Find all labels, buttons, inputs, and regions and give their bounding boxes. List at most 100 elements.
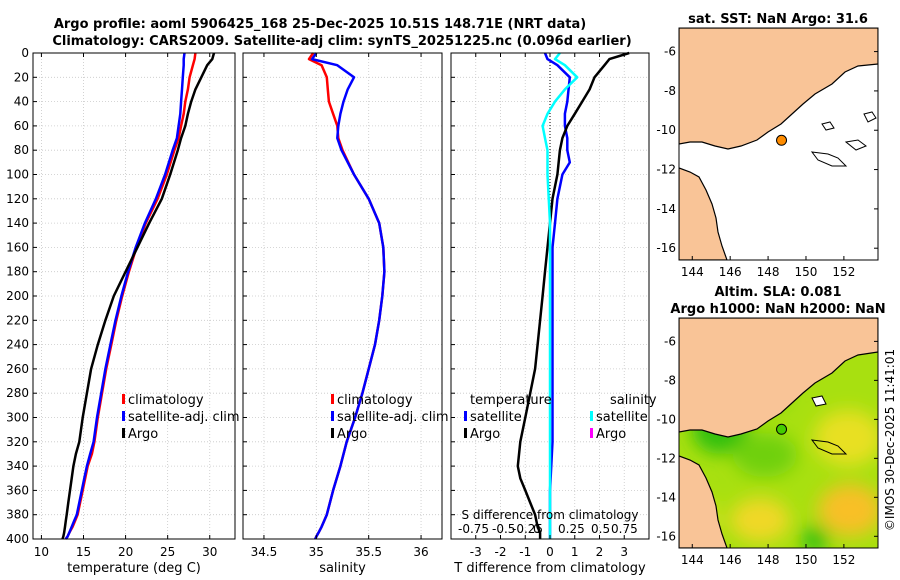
salinity-legend-label: Argo <box>337 427 367 442</box>
salinity-xtick-label: 36 <box>413 545 428 559</box>
sla-map-island-a <box>810 439 848 455</box>
legend-temperature-swatch <box>464 428 467 438</box>
sst-map-land-australia <box>679 167 728 260</box>
sst-map-xtick-label: 152 <box>832 265 855 279</box>
temperature-xtick-label: 10 <box>34 545 49 559</box>
difference-series-salinity-satellite <box>541 52 579 539</box>
salinity-legend-label: satellite-adj. clim <box>337 410 449 425</box>
sst-map-title: sat. SST: NaN Argo: 31.6 <box>688 12 868 27</box>
temperature-legend-label: Argo <box>128 427 158 442</box>
sla-map-ytick-label: -14 <box>656 490 676 504</box>
salinity-legend-swatch <box>331 411 334 421</box>
sst-map-frame <box>678 27 879 261</box>
sla-argo-location-marker <box>776 423 788 435</box>
sla-map-xtick-label: 146 <box>719 553 742 567</box>
salinity-xlabel: salinity <box>319 561 366 576</box>
sla-map-xtick-label: 144 <box>681 553 704 567</box>
sst-map-island-c <box>863 111 877 123</box>
sst-map-ytick-label: -14 <box>656 202 676 216</box>
difference-series-argo <box>516 51 630 539</box>
s-axis-tick-label: -0.25 <box>512 522 543 536</box>
salinity-legend-swatch <box>331 428 334 438</box>
depth-tick-label: 360 <box>6 483 29 497</box>
salinity-series-climatology <box>307 52 386 540</box>
sst-map: sat. SST: NaN Argo: 31.6 144 146 148 150 152… <box>656 12 879 279</box>
s-axis-label: S difference from climatology <box>462 508 639 522</box>
sst-map-xtick-label: 144 <box>681 265 704 279</box>
s-axis-ticks: -0.75 -0.5-0.250 0.25 0.50.75 <box>458 522 638 536</box>
sst-argo-location-marker <box>776 134 788 146</box>
depth-tick-label: 160 <box>6 240 29 254</box>
sla-map-frame <box>678 317 879 549</box>
depth-tick-label: 340 <box>6 459 29 473</box>
depth-tick-label: 320 <box>6 435 29 449</box>
legend-salinity-label: Argo <box>596 427 626 442</box>
depth-tick-label: 80 <box>14 143 29 157</box>
legend-temperature-label: satellite <box>470 410 522 425</box>
sla-map-land-new-guinea <box>679 318 878 438</box>
sst-map-ytick-label: -8 <box>664 84 676 98</box>
sst-map-xtick-label: 146 <box>719 265 742 279</box>
temperature-legend-swatch <box>122 428 125 438</box>
sla-map: Altim. SLA: 0.081 Argo h1000: NaN h2000:… <box>656 285 885 567</box>
panel-salinity: 34.5 35 35.5 36 salinity climatology satellite… <box>242 52 449 576</box>
temperature-xtick-label: 20 <box>118 545 133 559</box>
sla-map-ytick-label: -10 <box>656 412 676 426</box>
depth-tick-label: 260 <box>6 362 29 376</box>
depth-tick-label: 200 <box>6 289 29 303</box>
sst-map-xtick-label: 150 <box>795 265 818 279</box>
sst-map-ytick-label: -10 <box>656 123 676 137</box>
sla-map-title-line1: Altim. SLA: 0.081 <box>715 285 842 300</box>
salinity-xtick-label: 35 <box>309 545 324 559</box>
legend-temperature-swatch <box>464 411 467 421</box>
legend-temperature-title: temperature <box>470 393 552 408</box>
sla-map-title-line2: Argo h1000: NaN h2000: NaN <box>670 302 885 317</box>
s-axis-tick-label: -0.5 <box>492 522 515 536</box>
sst-map-ytick-label: -6 <box>664 45 676 59</box>
s-axis-tick-label: 0.25 <box>558 522 585 536</box>
s-axis-tick-label: 0.75 <box>611 522 638 536</box>
depth-tick-label: 120 <box>6 192 29 206</box>
sla-map-ytick-label: -6 <box>664 334 676 348</box>
sst-map-ytick-label: -16 <box>656 241 676 255</box>
difference-xlabel: T difference from climatology <box>453 561 646 576</box>
salinity-xtick-label: 34.5 <box>251 545 278 559</box>
depth-tick-label: 140 <box>6 216 29 230</box>
sla-map-island-b <box>811 395 827 407</box>
temperature-legend-swatch <box>122 411 125 421</box>
imos-watermark: ©IMOS 30-Dec-2025 11:41:01 <box>883 349 897 531</box>
depth-tick-label: 180 <box>6 265 29 279</box>
depth-tick-label: 280 <box>6 386 29 400</box>
depth-tick-label: 400 <box>6 532 29 546</box>
sst-map-island-b <box>844 139 868 151</box>
salinity-legend-swatch <box>331 394 334 404</box>
sla-map-ytick-label: -8 <box>664 373 676 387</box>
sla-map-land-australia <box>679 455 728 548</box>
difference-xtick-label: -2 <box>495 545 507 559</box>
temperature-series-climatology <box>64 52 197 540</box>
depth-tick-label: 0 <box>21 46 29 60</box>
sst-map-island-d <box>821 121 835 131</box>
temperature-legend-label: satellite-adj. clim <box>128 410 240 425</box>
sla-map-ytick-label: -12 <box>656 451 676 465</box>
sla-map-xtick-label: 150 <box>795 553 818 567</box>
sla-map-ytick-label: -16 <box>656 529 676 543</box>
sst-map-land-new-guinea <box>679 28 878 150</box>
salinity-series-satellite-adj-clim <box>310 52 386 540</box>
legend-salinity-title: salinity <box>610 393 657 408</box>
legend-salinity-label: satellite <box>596 410 648 425</box>
temperature-xtick-label: 30 <box>202 545 217 559</box>
s-axis-tick-label: 0 <box>533 522 541 536</box>
difference-xtick-label: -3 <box>470 545 482 559</box>
sla-map-xtick-label: 152 <box>832 553 855 567</box>
sla-map-xtick-label: 148 <box>757 553 780 567</box>
difference-xtick-label: 1 <box>571 545 579 559</box>
temperature-legend-swatch <box>122 394 125 404</box>
depth-tick-label: 300 <box>6 411 29 425</box>
depth-tick-label: 240 <box>6 338 29 352</box>
legend-temperature-label: Argo <box>470 427 500 442</box>
s-axis-tick-label: -0.75 <box>458 522 489 536</box>
sst-map-island-a <box>810 151 848 167</box>
